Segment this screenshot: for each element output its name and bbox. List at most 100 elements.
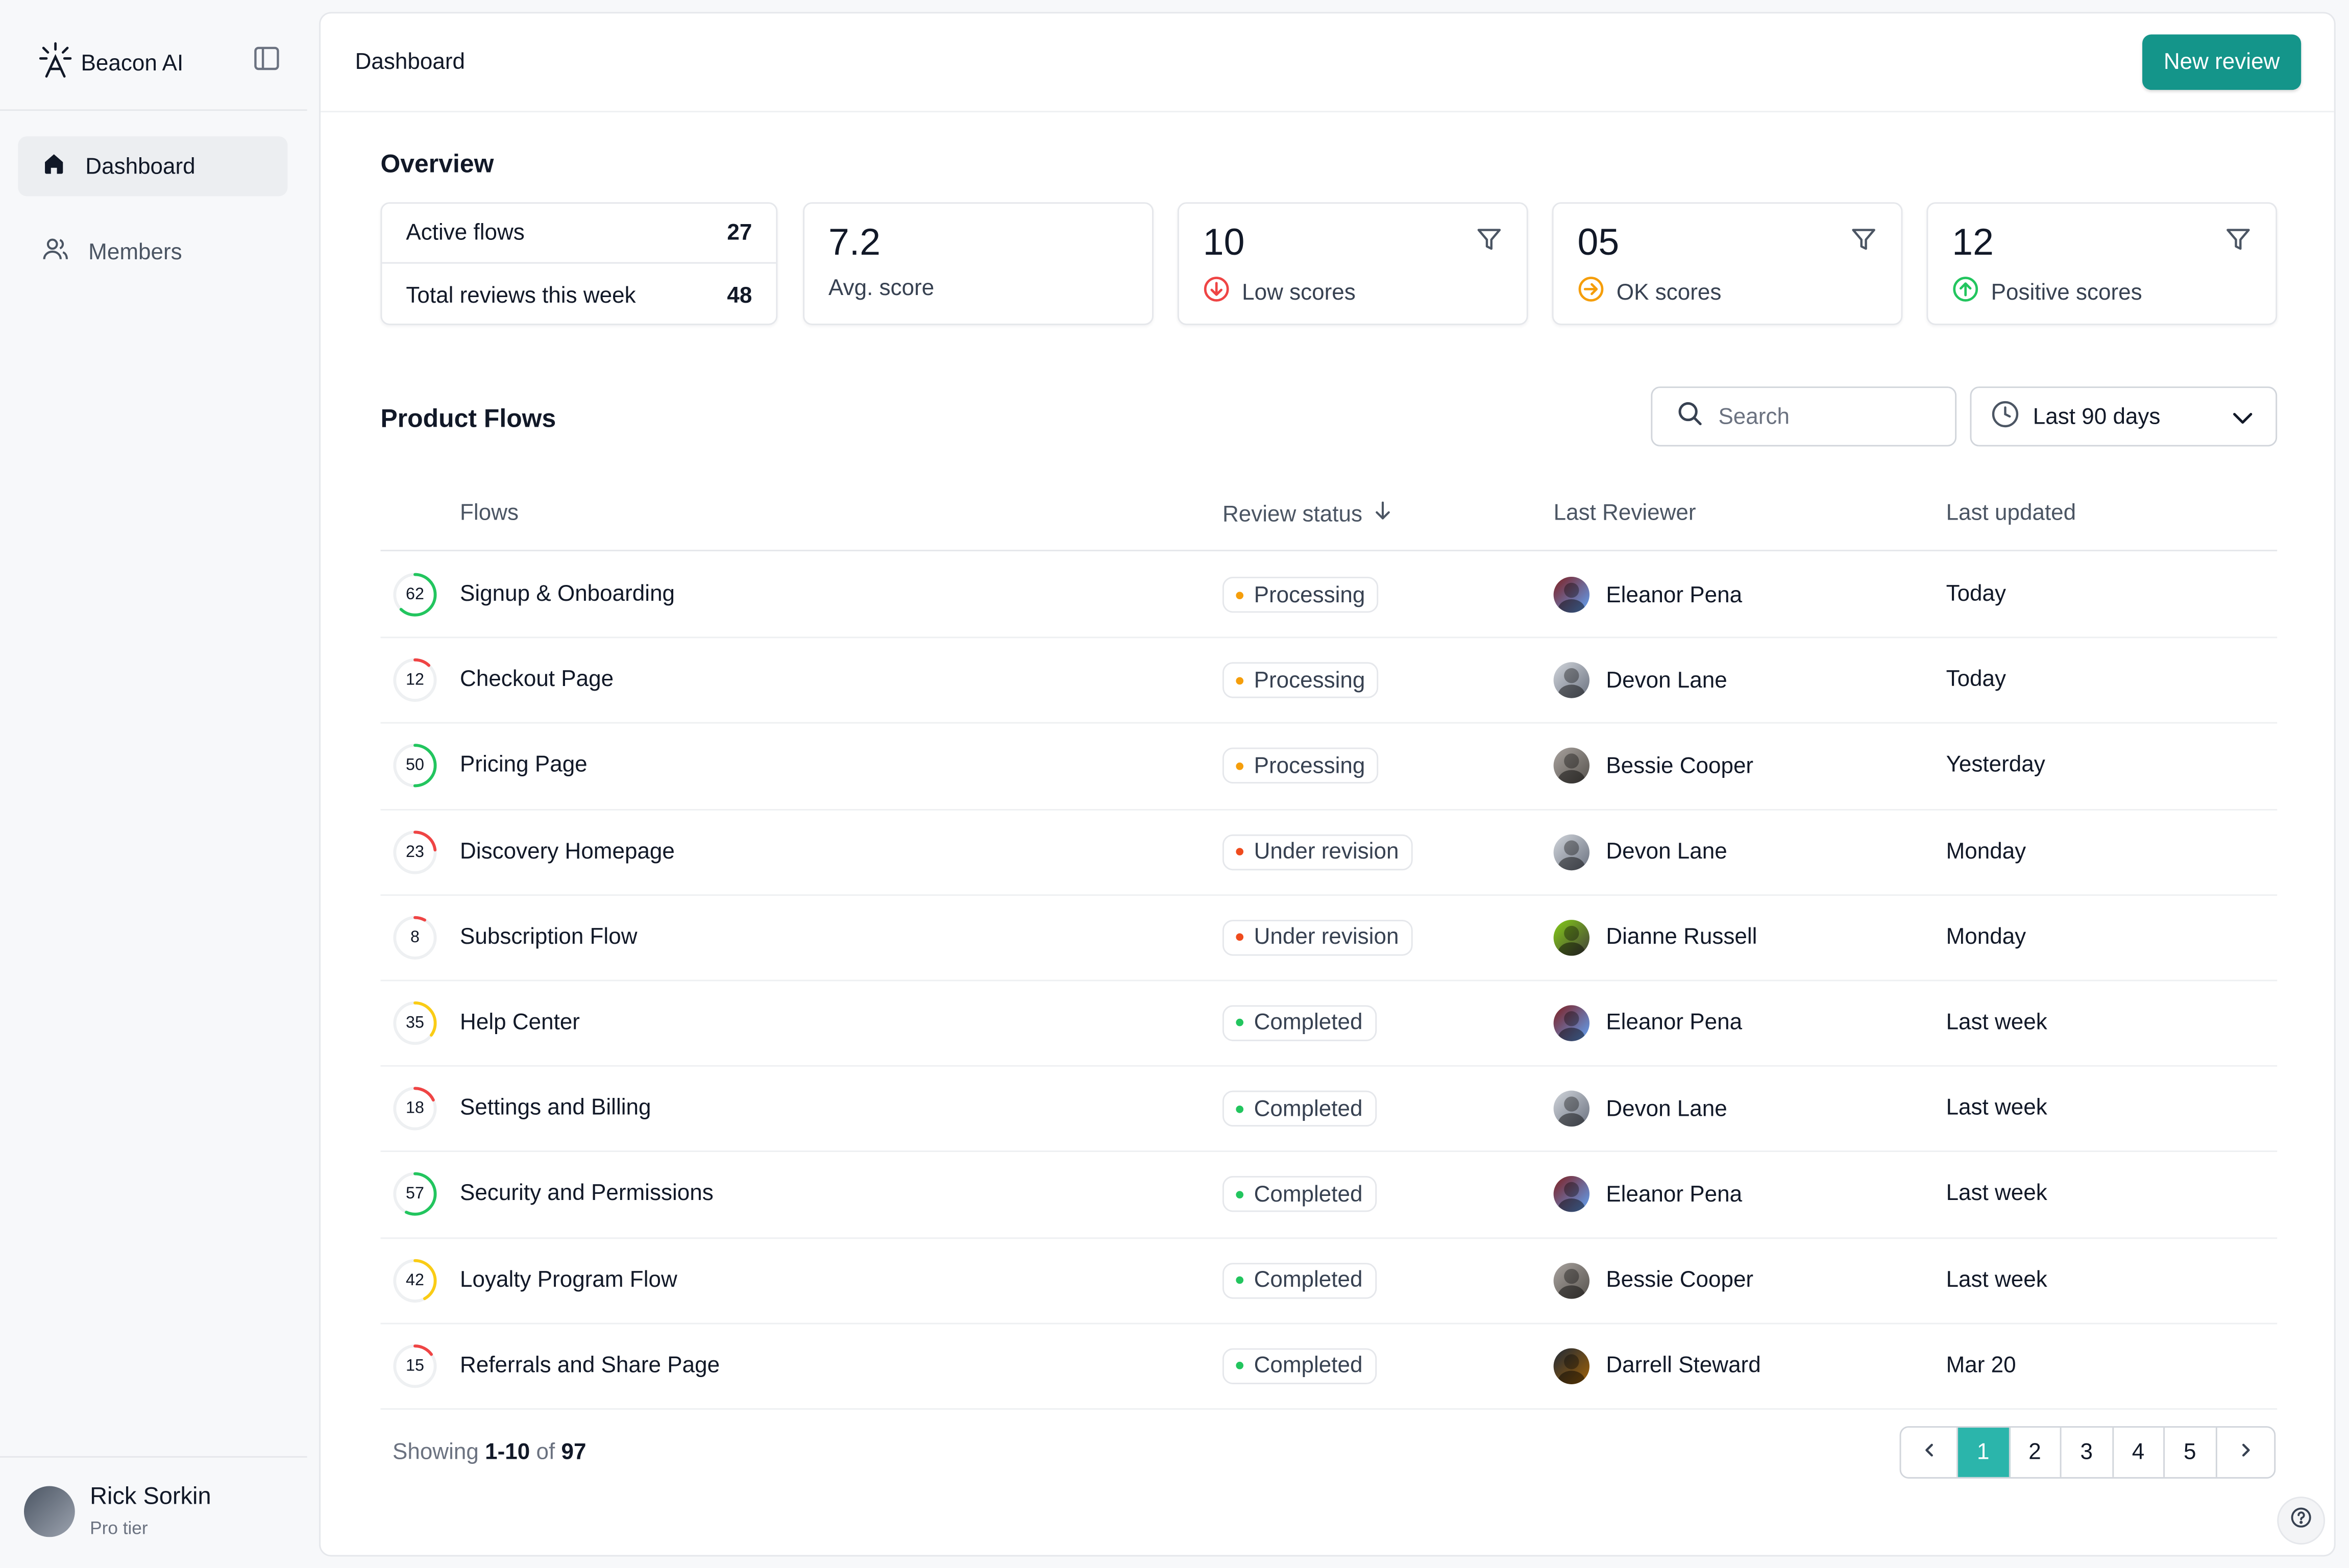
column-header-last-reviewer[interactable]: Last Reviewer <box>1553 500 1696 526</box>
arrow-up-circle-icon <box>1952 276 1979 309</box>
search-input[interactable] <box>1718 403 1928 429</box>
filter-icon <box>1850 226 1877 260</box>
status-badge: Processing <box>1222 576 1379 613</box>
column-header-review-status[interactable]: Review status <box>1222 500 1392 527</box>
last-updated: Yesterday <box>1946 752 2045 778</box>
stat-label: Active flows <box>406 220 525 246</box>
score-ring: 18 <box>393 1086 437 1131</box>
sidebar-divider <box>0 1456 307 1458</box>
status-badge: Completed <box>1222 1262 1376 1298</box>
help-button[interactable] <box>2277 1497 2326 1545</box>
page-button-1[interactable]: 1 <box>1958 1428 2010 1477</box>
total-reviews-stat: Total reviews this week 48 <box>382 265 776 325</box>
reviewer-name: Devon Lane <box>1606 668 1727 693</box>
status-dot <box>1236 1105 1244 1113</box>
date-range-select[interactable]: Last 90 days <box>1970 386 2278 447</box>
table-row[interactable]: 62 Signup & Onboarding Processing Eleanor P… <box>380 553 2278 639</box>
reviewer-name: Darrell Steward <box>1606 1353 1761 1379</box>
status-dot <box>1236 848 1244 856</box>
avatar <box>1553 1005 1590 1041</box>
flow-name: Subscription Flow <box>460 924 638 950</box>
main-panel: Dashboard New review Overview Active flo… <box>319 12 2336 1557</box>
stat-value: 48 <box>727 282 752 308</box>
reviewer-name: Dianne Russell <box>1606 924 1757 950</box>
filter-positive-button[interactable] <box>2223 228 2254 258</box>
sidebar-item-members[interactable]: Members <box>18 222 287 281</box>
status-badge: Completed <box>1222 1348 1376 1384</box>
filter-low-button[interactable] <box>1474 228 1504 258</box>
column-header-flows[interactable]: Flows <box>460 500 519 526</box>
avatar <box>1553 834 1590 870</box>
avatar <box>1553 576 1590 613</box>
flow-name: Help Center <box>460 1010 580 1035</box>
page-button-4[interactable]: 4 <box>2113 1428 2165 1477</box>
next-page-button[interactable] <box>2216 1428 2273 1477</box>
status-text: Processing <box>1254 753 1365 779</box>
avatar <box>1553 1262 1590 1298</box>
score-ring: 35 <box>393 1000 437 1045</box>
user-profile[interactable]: Rick Sorkin Pro tier <box>23 1485 211 1538</box>
sidebar-panel-icon <box>253 44 280 79</box>
reviewer: Dianne Russell <box>1553 919 1757 955</box>
page-button-3[interactable]: 3 <box>2062 1428 2113 1477</box>
reviewer-name: Bessie Cooper <box>1606 753 1754 779</box>
status-dot <box>1236 762 1244 770</box>
active-flows-stat: Active flows 27 <box>382 204 776 264</box>
sidebar-item-label: Members <box>88 239 182 265</box>
table-row[interactable]: 12 Checkout Page Processing Devon Lane Today <box>380 639 2278 724</box>
sidebar-item-dashboard[interactable]: Dashboard <box>18 136 288 197</box>
new-review-button[interactable]: New review <box>2142 34 2302 90</box>
avatar <box>1553 748 1590 785</box>
avatar <box>1553 1348 1590 1384</box>
last-updated: Last week <box>1946 1095 2047 1121</box>
reviewer-name: Bessie Cooper <box>1606 1267 1754 1293</box>
table-row[interactable]: 15 Referrals and Share Page Completed Darre… <box>380 1324 2278 1410</box>
status-dot <box>1236 1190 1244 1198</box>
sidebar-toggle-button[interactable] <box>252 46 282 77</box>
score-ring: 12 <box>393 658 437 703</box>
score-ring: 62 <box>393 572 437 617</box>
chevron-left-icon <box>1920 1440 1938 1465</box>
reviewer: Darrell Steward <box>1553 1348 1761 1384</box>
table-row[interactable]: 42 Loyalty Program Flow Completed Bessie Co… <box>380 1238 2278 1324</box>
status-text: Completed <box>1254 1353 1363 1379</box>
flow-name: Security and Permissions <box>460 1181 714 1207</box>
stat-label-text: Avg. score <box>828 276 935 301</box>
brand[interactable]: Beacon AI <box>39 41 183 84</box>
column-header-last-updated[interactable]: Last updated <box>1946 500 2076 526</box>
search-icon <box>1676 399 1703 434</box>
showing-prefix: Showing <box>392 1439 479 1465</box>
status-badge: Under revision <box>1222 834 1412 870</box>
low-scores-card: 10 Low scores <box>1177 202 1528 325</box>
table-row[interactable]: 35 Help Center Completed Eleanor Pena Last w… <box>380 981 2278 1067</box>
home-icon <box>42 151 66 181</box>
avatar <box>1553 1091 1590 1127</box>
table-row[interactable]: 8 Subscription Flow Under revision Dianne R… <box>380 895 2278 982</box>
overview-title: Overview <box>380 150 494 179</box>
flow-name: Pricing Page <box>460 752 588 778</box>
page-button-5[interactable]: 5 <box>2165 1428 2217 1477</box>
table-row[interactable]: 23 Discovery Homepage Under revision Devon … <box>380 810 2278 896</box>
showing-summary: Showing 1-10 of 97 <box>393 1440 586 1465</box>
search-box <box>1651 386 1957 447</box>
filter-ok-button[interactable] <box>1849 228 1879 258</box>
reviewer: Devon Lane <box>1553 834 1727 870</box>
positive-scores-card: 12 Positive scores <box>1926 202 2278 325</box>
filter-icon <box>1476 226 1503 260</box>
table-row[interactable]: 50 Pricing Page Processing Bessie Cooper Yes… <box>380 724 2278 810</box>
sort-arrow-down-icon <box>1374 500 1392 527</box>
date-range-value: Last 90 days <box>2033 403 2161 429</box>
sidebar: Beacon AI Dashboard <box>0 0 307 1568</box>
last-updated: Today <box>1946 667 2007 693</box>
stat-label: Low scores <box>1203 276 1356 309</box>
table-row[interactable]: 18 Settings and Billing Completed Devon Lan… <box>380 1067 2278 1153</box>
score-value: 42 <box>406 1271 424 1289</box>
table-row[interactable]: 57 Security and Permissions Completed Elean… <box>380 1153 2278 1238</box>
flows-table-body: 62 Signup & Onboarding Processing Eleanor P… <box>380 553 2278 1410</box>
score-ring: 8 <box>393 915 437 960</box>
page-button-2[interactable]: 2 <box>2010 1428 2062 1477</box>
status-text: Completed <box>1254 1182 1363 1208</box>
last-updated: Monday <box>1946 838 2026 864</box>
reviewer: Eleanor Pena <box>1553 576 1742 613</box>
previous-page-button[interactable] <box>1901 1428 1959 1477</box>
